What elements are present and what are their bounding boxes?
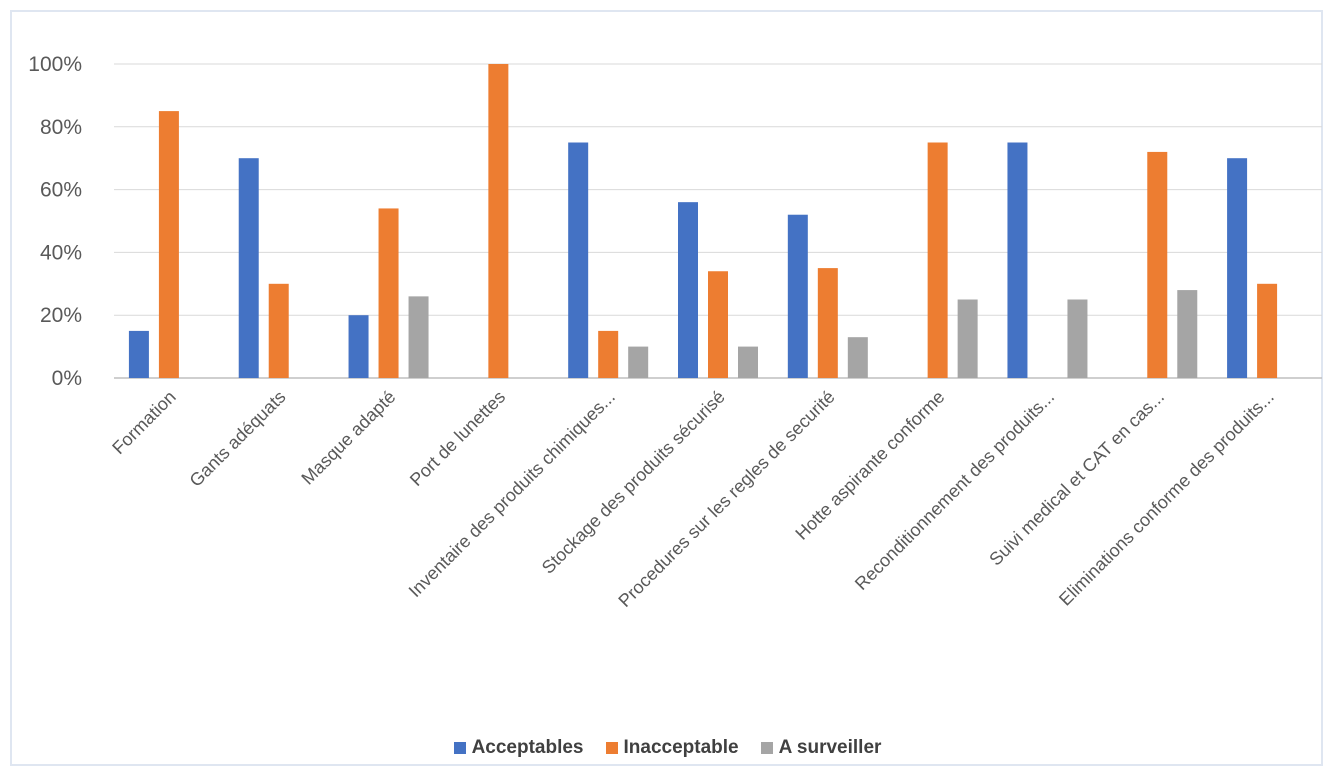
- legend-label: Acceptables: [471, 737, 584, 758]
- bar-acceptables: [128, 330, 149, 378]
- bar-a-surveiller: [408, 296, 429, 378]
- y-tick-label: 20%: [40, 304, 82, 327]
- bar-inacceptable: [1257, 283, 1278, 378]
- chart-frame: [10, 10, 1323, 766]
- bar-inacceptable: [927, 142, 948, 378]
- bar-inacceptable: [817, 268, 838, 378]
- bar-acceptables: [238, 158, 259, 378]
- y-axis-ticks: 0% 20% 40% 60% 80% 100%: [28, 53, 82, 390]
- bar-inacceptable: [708, 271, 728, 378]
- legend: Acceptables Inacceptable A surveiller: [0, 737, 1335, 759]
- y-tick-label: 0%: [52, 367, 82, 390]
- y-tick-label: 60%: [40, 179, 82, 202]
- x-tick-label: Formation: [108, 387, 179, 458]
- bar-a-surveiller: [847, 337, 868, 378]
- legend-swatch: [453, 742, 466, 754]
- legend-item: Acceptables: [453, 737, 584, 759]
- legend-label: A surveiller: [778, 737, 882, 758]
- x-tick-label: Suivi medical et CAT en cas...: [985, 387, 1168, 570]
- legend-item: A surveiller: [760, 737, 882, 759]
- bars: [128, 64, 1278, 378]
- x-tick-label: Inventaire des produits chimiques...: [405, 387, 619, 601]
- x-tick-label: Gants adéquats: [186, 387, 290, 491]
- bar-a-surveiller: [1177, 290, 1198, 378]
- bar-inacceptable: [488, 64, 509, 378]
- bar-acceptables: [678, 202, 698, 378]
- y-tick-label: 80%: [40, 116, 82, 139]
- bar-inacceptable: [1147, 151, 1168, 378]
- bar-a-surveiller: [957, 299, 978, 378]
- x-tick-label: Procedures sur les regles de securité: [614, 387, 838, 611]
- legend-swatch: [605, 742, 618, 754]
- bar-a-surveiller: [738, 346, 758, 378]
- y-tick-label: 100%: [28, 53, 82, 76]
- bar-inacceptable: [598, 330, 619, 378]
- bar-a-surveiller: [628, 346, 649, 378]
- gridlines: [114, 63, 1322, 379]
- x-tick-label: Eliminations conforme des produits...: [1055, 387, 1278, 610]
- x-axis-labels: Formation Gants adéquats Masque adapté Port…: [108, 387, 1278, 611]
- bar-a-surveiller: [1067, 299, 1088, 378]
- bar-acceptables: [568, 142, 589, 378]
- bar-acceptables: [348, 315, 369, 378]
- bar-inacceptable: [158, 111, 179, 378]
- x-tick-label: Masque adapté: [297, 387, 399, 489]
- bar-inacceptable: [378, 208, 399, 378]
- x-tick-label: Stockage des produits sécurisé: [538, 387, 729, 578]
- x-tick-label: Reconditionnement des produits...: [851, 387, 1058, 594]
- legend-swatch: [760, 742, 773, 754]
- legend-item: Inacceptable: [605, 737, 739, 759]
- bar-acceptables: [787, 214, 808, 378]
- bar-inacceptable: [268, 283, 289, 378]
- x-tick-label: Port de lunettes: [406, 387, 509, 490]
- legend-label: Inacceptable: [623, 737, 739, 758]
- bar-acceptables: [1007, 142, 1028, 378]
- bar-chart: 0% 20% 40% 60% 80% 100% Formation Gants adéqua…: [28, 53, 1322, 611]
- bar-acceptables: [1227, 158, 1248, 378]
- y-tick-label: 40%: [40, 241, 82, 264]
